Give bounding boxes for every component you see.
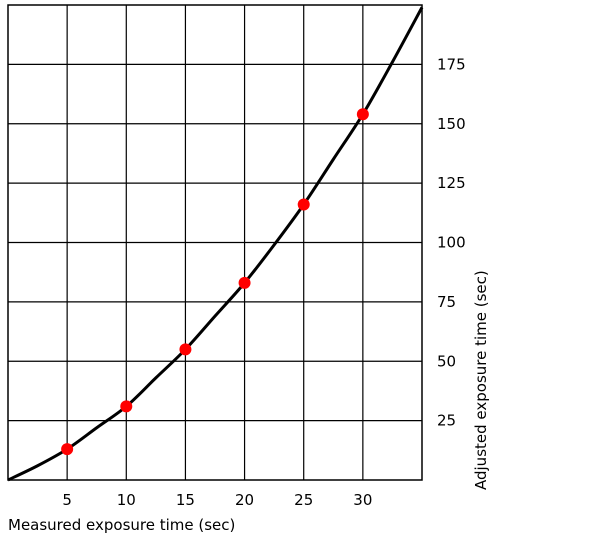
grid [8, 5, 422, 480]
data-point-2 [179, 343, 192, 356]
y-tick-label-1: 50 [437, 352, 456, 370]
y-tick-label-0: 25 [437, 412, 456, 430]
data-point-3 [238, 276, 251, 289]
y-tick-label-4: 125 [437, 174, 466, 192]
x-tick-label-5: 30 [353, 491, 372, 509]
x-tick-label-1: 10 [117, 491, 136, 509]
x-axis-title: Measured exposure time (sec) [8, 516, 235, 534]
x-tick-label-0: 5 [62, 491, 72, 509]
data-points [61, 108, 369, 456]
plot-frame [7, 4, 423, 481]
y-tick-label-5: 150 [437, 115, 466, 133]
y-tick-label-3: 100 [437, 234, 466, 252]
fit-curve [7, 6, 424, 482]
y-tick-labels: 25 50 75 100 125 150 175 [437, 55, 466, 429]
x-tick-label-3: 20 [235, 491, 254, 509]
x-tick-label-2: 15 [176, 491, 195, 509]
data-point-4 [297, 198, 310, 211]
data-point-0 [61, 443, 74, 456]
y-tick-label-6: 175 [437, 55, 466, 73]
y-tick-label-2: 75 [437, 293, 456, 311]
data-point-5 [356, 108, 369, 121]
x-tick-labels: 5 10 15 20 25 30 [62, 491, 372, 509]
y-axis-title: Adjusted exposure time (sec) [472, 270, 490, 490]
data-point-1 [120, 400, 133, 413]
x-tick-label-4: 25 [294, 491, 313, 509]
